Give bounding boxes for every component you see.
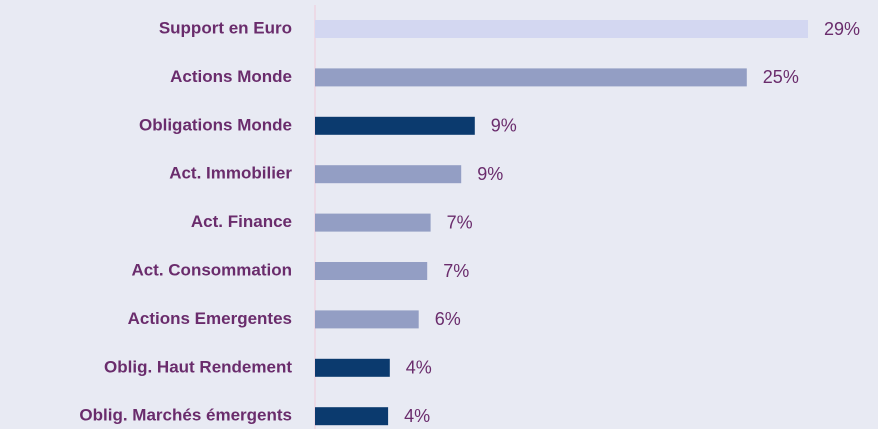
bar [315,310,419,329]
value-label: 29% [824,19,860,39]
bar [315,407,389,426]
value-label: 25% [763,67,799,87]
category-label: Act. Immobilier [169,164,292,183]
category-label: Obligations Monde [139,115,292,134]
value-label: 9% [477,164,503,184]
value-label: 7% [443,261,469,281]
category-label: Act. Finance [191,212,292,231]
bar [315,262,428,280]
category-label: Act. Consommation [131,260,292,279]
bar [315,358,390,377]
value-label: 7% [447,212,473,232]
value-label: 4% [404,406,430,426]
value-label: 6% [435,309,461,329]
bar [315,165,462,184]
bar [315,116,475,135]
category-label: Oblig. Haut Rendement [104,357,292,376]
bar [315,213,431,232]
bar [315,20,808,38]
category-label: Actions Emergentes [128,309,292,328]
value-label: 9% [491,116,517,136]
category-label: Support en Euro [159,18,292,37]
category-label: Oblig. Marchés émergents [79,406,292,425]
value-label: 4% [406,358,432,378]
bar [315,68,747,87]
category-label: Actions Monde [170,67,292,86]
